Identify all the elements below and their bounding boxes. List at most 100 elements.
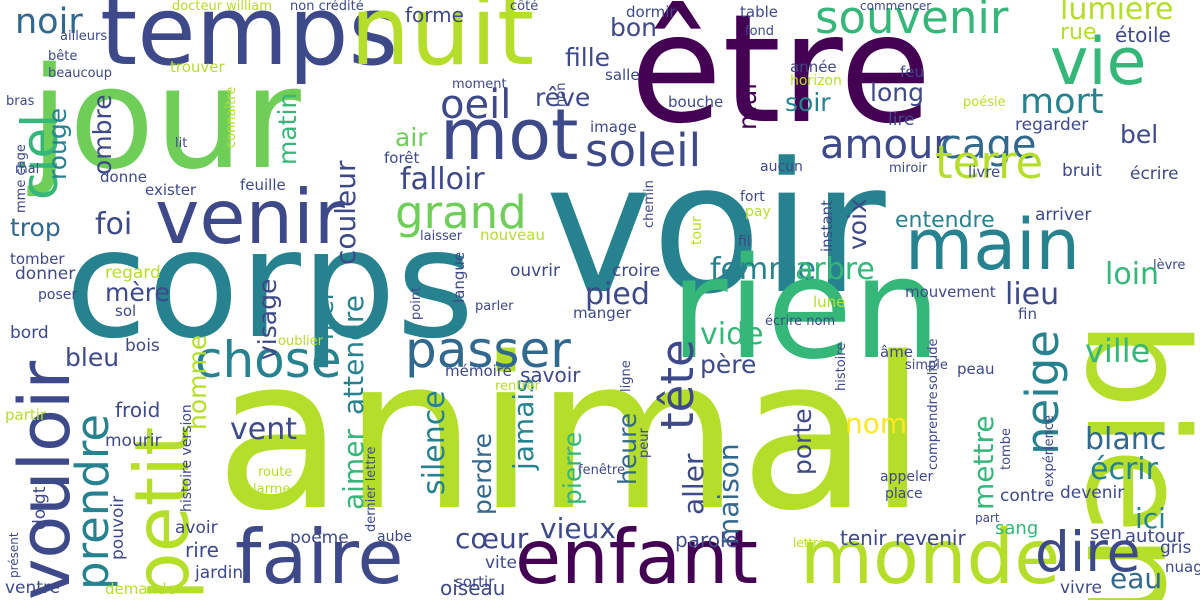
cloud-word: foi: [95, 207, 133, 242]
cloud-word: feu: [900, 63, 925, 81]
cloud-word: lèvre: [1153, 258, 1186, 273]
cloud-word: attendre: [337, 295, 370, 415]
cloud-word: bord: [10, 323, 49, 343]
cloud-word: rue: [1060, 20, 1097, 45]
cloud-word: vite: [485, 553, 517, 573]
cloud-word: pouvoir: [108, 495, 128, 560]
cloud-word: sang: [995, 518, 1039, 539]
cloud-word: falloir: [400, 162, 485, 197]
cloud-word: chose: [195, 331, 342, 389]
cloud-word: demande: [105, 580, 176, 598]
cloud-word: temps: [100, 0, 399, 87]
cloud-word: ville: [1085, 332, 1151, 370]
cloud-word: rentrer: [495, 379, 540, 394]
cloud-word: écrire nom: [765, 314, 836, 329]
cloud-word: fort: [740, 189, 765, 205]
cloud-word: lettre: [793, 536, 826, 550]
cloud-word: exister: [145, 181, 197, 199]
cloud-word: présent: [7, 532, 21, 578]
cloud-word: arbre: [795, 252, 875, 287]
cloud-word: autour: [1125, 526, 1185, 547]
cloud-word: ouvrir: [510, 261, 560, 281]
cloud-word: connaître: [224, 86, 239, 148]
cloud-word: point: [409, 286, 424, 320]
cloud-word: animal: [215, 312, 927, 557]
cloud-word: dormir: [626, 3, 676, 21]
cloud-word: beaucoup: [48, 66, 113, 81]
cloud-word: nuage: [1165, 558, 1200, 576]
cloud-word: parole: [675, 528, 738, 552]
cloud-word: être: [630, 0, 932, 157]
cloud-word: dire: [1035, 520, 1141, 584]
cloud-word: contre: [1000, 486, 1055, 506]
cloud-word: oeil: [440, 82, 512, 128]
cloud-word: terre: [935, 136, 1044, 189]
cloud-word: ventre: [5, 578, 61, 598]
cloud-word: mère: [105, 278, 170, 307]
cloud-word: écrire: [1130, 164, 1179, 184]
cloud-word: silence: [417, 390, 452, 495]
cloud-word: oublier: [278, 334, 324, 349]
cloud-word: tour: [689, 216, 705, 245]
cloud-word: tenir: [840, 526, 887, 550]
cloud-word: peau: [957, 360, 995, 378]
cloud-word: commencer: [860, 0, 932, 13]
cloud-word: table: [740, 3, 778, 21]
cloud-word: ligne: [619, 360, 634, 392]
cloud-word: sortir: [455, 573, 495, 591]
cloud-word: solitude: [926, 338, 941, 390]
cloud-word: regard: [105, 263, 161, 283]
cloud-word: lire: [888, 110, 915, 130]
cloud-word: fin: [1018, 305, 1037, 323]
cloud-word: mouvement: [905, 283, 996, 301]
cloud-word: parler: [475, 299, 514, 314]
cloud-word: docteur william: [172, 0, 272, 14]
cloud-word: trouver: [170, 58, 225, 76]
cloud-word: arriver: [1035, 205, 1092, 225]
cloud-word: avoir: [175, 518, 218, 538]
cloud-word: souvenir: [815, 0, 1009, 44]
cloud-word: mur: [733, 79, 762, 130]
cloud-word: image: [590, 118, 637, 136]
cloud-word: savoir: [520, 363, 581, 387]
cloud-word: vieux: [540, 512, 616, 545]
cloud-word: devenir: [1060, 483, 1125, 503]
cloud-word: horizon: [790, 73, 842, 89]
cloud-word: cage: [940, 122, 1037, 168]
cloud-word: lune: [813, 293, 846, 311]
cloud-word: larme: [253, 482, 291, 497]
cloud-word: main: [905, 204, 1080, 286]
cloud-word: entendre: [895, 208, 995, 233]
cloud-word: nuit: [350, 0, 535, 87]
cloud-word: moment: [452, 77, 507, 92]
cloud-word: laisser: [420, 229, 463, 244]
cloud-word: corps: [65, 198, 475, 372]
cloud-word: faire: [235, 513, 404, 600]
cloud-word: dernier lettre: [364, 446, 379, 532]
cloud-word: matin: [273, 92, 302, 165]
cloud-word: poésie: [963, 95, 1006, 110]
cloud-word: pied: [585, 277, 650, 312]
cloud-word: âme: [880, 343, 914, 361]
cloud-word: fenêtre: [578, 463, 625, 478]
cloud-word: passer: [405, 321, 571, 379]
cloud-word: rien: [670, 228, 942, 391]
cloud-word: mer: [310, 289, 339, 340]
cloud-word: regarder: [1015, 115, 1089, 135]
cloud-word: étoile: [1115, 23, 1171, 47]
cloud-word: doigt: [30, 486, 50, 530]
cloud-word: vide: [700, 317, 764, 352]
cloud-word: lumière: [1060, 0, 1174, 27]
cloud-word: mal: [15, 162, 40, 177]
cloud-word: croire: [612, 261, 661, 281]
cloud-word: expérience: [1042, 414, 1057, 487]
cloud-word: gris: [1160, 538, 1192, 558]
cloud-word: pay: [745, 204, 771, 220]
cloud-word: aucun: [760, 159, 803, 175]
cloud-word: appeler: [880, 469, 934, 485]
cloud-word: vivre: [1060, 578, 1102, 598]
cloud-word: visage: [253, 278, 282, 360]
cloud-word: froid: [115, 398, 161, 422]
cloud-word: mot: [440, 94, 579, 176]
cloud-word: vent: [230, 412, 297, 447]
